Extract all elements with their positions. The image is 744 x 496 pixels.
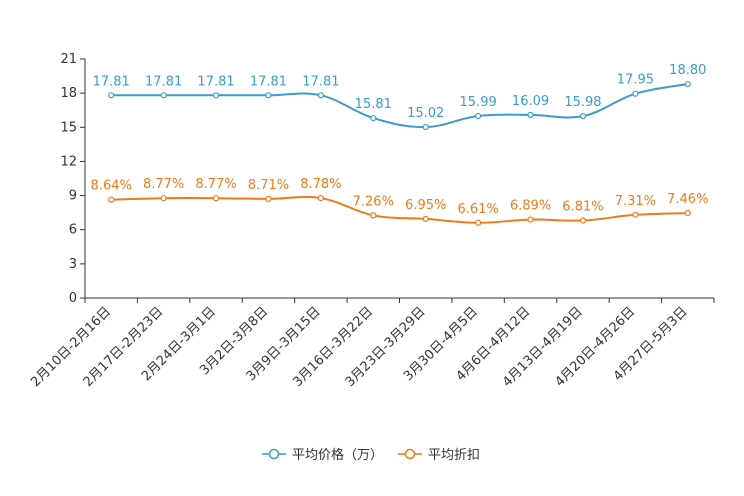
data-point [108,92,115,99]
data-label: 17.81 [93,74,130,89]
y-tick-label: 21 [60,52,77,67]
data-label: 16.09 [512,94,549,109]
data-point [579,217,587,224]
legend: 平均价格（万） 平均折扣 [262,447,480,463]
plot-area [108,80,691,226]
data-label: 17.81 [145,74,182,89]
series-line-1 [111,195,688,224]
y-tick-label: 18 [60,86,77,101]
y-tick-label: 12 [60,154,77,169]
data-label: 8.64% [91,179,132,194]
data-point [475,112,482,120]
data-label: 6.61% [457,202,498,217]
y-tick-label: 6 [69,223,77,238]
legend-swatch-marker [268,448,280,460]
data-labels: 17.81 17.81 17.81 17.81 17.81 15.81 15.02 15.99… [91,63,709,217]
data-point [684,80,691,88]
legend-label: 平均价格（万） [292,447,383,463]
data-point [684,209,691,217]
data-label: 17.81 [197,74,234,89]
data-point [212,92,220,99]
data-label: 15.02 [407,106,444,121]
data-label: 15.81 [355,97,392,112]
data-point [579,113,587,120]
data-point [527,111,534,118]
y-tick-label: 9 [69,189,77,204]
data-label: 8.71% [248,178,289,193]
data-label: 17.81 [250,74,287,89]
data-point [370,114,377,122]
legend-swatch-marker [404,448,416,460]
data-label: 8.77% [195,177,236,192]
data-point [632,211,639,218]
data-point [265,195,272,202]
data-point [317,92,324,99]
data-point [160,92,167,99]
data-label: 7.31% [615,194,656,209]
data-label: 7.26% [353,194,394,209]
data-label: 7.46% [667,192,708,207]
data-label: 15.99 [460,95,497,110]
data-label: 6.81% [562,199,603,214]
data-point [475,219,482,226]
y-tick-label: 0 [69,291,77,306]
data-point [317,194,324,202]
data-point [160,195,167,202]
legend-item-0: 平均价格（万） [262,447,383,463]
data-point [370,212,377,219]
data-label: 17.95 [617,73,654,88]
data-label: 8.78% [300,177,341,192]
data-label: 18.80 [669,63,706,78]
data-label: 17.81 [302,74,339,89]
legend-item-1: 平均折扣 [398,448,480,463]
data-point [265,92,272,99]
series-line-0 [111,83,688,129]
data-point [632,90,639,97]
y-tick-label: 3 [69,257,77,272]
y-tick-label: 15 [60,120,77,135]
data-label: 6.95% [405,198,446,213]
data-label: 8.77% [143,177,184,192]
data-point [108,196,115,203]
data-label: 6.89% [510,199,551,214]
data-point [422,215,429,223]
data-label: 15.98 [564,95,601,110]
data-point [527,216,534,223]
data-point [422,123,429,131]
legend-label: 平均折扣 [428,448,480,463]
data-point [212,195,220,202]
